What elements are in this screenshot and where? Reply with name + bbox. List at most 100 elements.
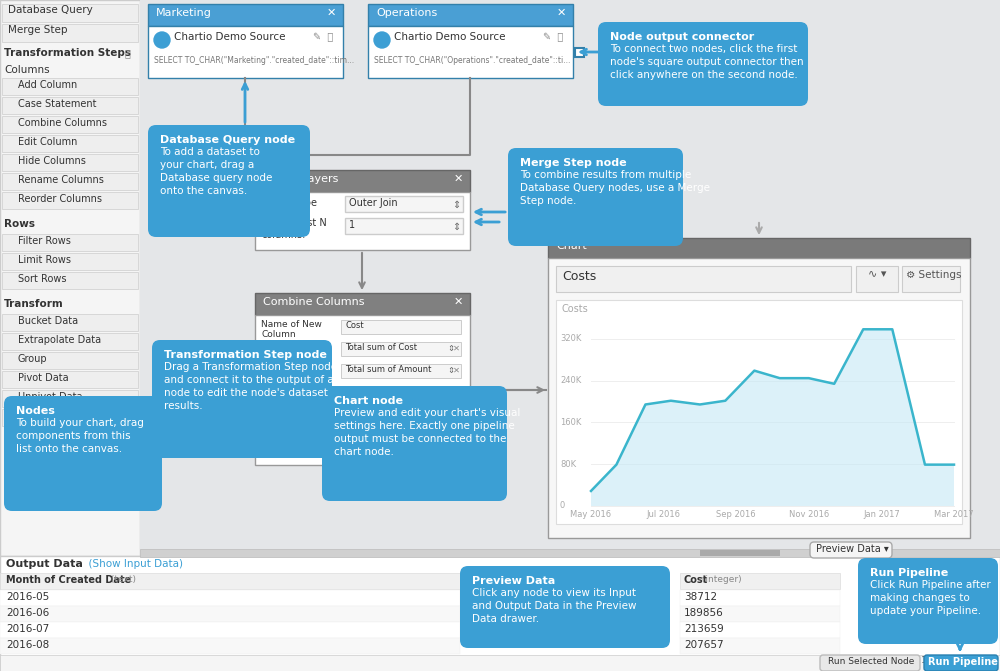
Bar [0, 573, 460, 589]
Bar [680, 638, 840, 654]
Text: ⇕: ⇕ [448, 388, 454, 397]
Text: Name of New
Column: Name of New Column [261, 320, 322, 340]
Bar [341, 320, 461, 334]
Bar [255, 192, 470, 250]
Text: Data drawer.: Data drawer. [472, 614, 539, 624]
Text: ⓘ: ⓘ [125, 48, 131, 58]
Bar [140, 0, 1000, 556]
Text: ⇕: ⇕ [448, 410, 454, 419]
Text: Costs: Costs [562, 270, 596, 283]
FancyBboxPatch shape [810, 542, 892, 558]
Text: Run Pipeline: Run Pipeline [870, 568, 948, 578]
Bar [255, 293, 470, 315]
Bar [2, 234, 138, 251]
Text: Run Pipeline: Run Pipeline [928, 657, 998, 667]
Text: Select a column: Select a column [345, 387, 412, 396]
Text: SELECT TO_CHAR("Marketing"."created_date"::tim...: SELECT TO_CHAR("Marketing"."created_date… [154, 56, 354, 65]
Circle shape [374, 32, 390, 48]
FancyBboxPatch shape [924, 655, 998, 671]
Bar [2, 116, 138, 133]
Polygon shape [591, 329, 954, 506]
Text: Column: Column [261, 342, 296, 351]
Text: Node output connector: Node output connector [610, 32, 754, 42]
Text: output must be connected to the: output must be connected to the [334, 434, 506, 444]
Text: Hide Combined
Columns: Hide Combined Columns [261, 430, 331, 450]
Text: Limit Rows: Limit Rows [18, 255, 71, 265]
Text: Output Data: Output Data [6, 559, 83, 569]
Text: 320K: 320K [560, 334, 581, 344]
Bar [341, 386, 461, 400]
Bar [0, 606, 460, 622]
Text: results.: results. [164, 401, 203, 411]
Text: (Show Input Data): (Show Input Data) [82, 559, 183, 569]
Text: ☑: ☑ [345, 431, 352, 440]
Text: and Output Data in the Preview: and Output Data in the Preview [472, 601, 637, 611]
Text: To build your chart, drag: To build your chart, drag [16, 418, 144, 428]
Text: Nodes: Nodes [16, 406, 55, 416]
Text: Run Selected Node: Run Selected Node [828, 657, 914, 666]
Text: Addition: Addition [345, 409, 380, 418]
FancyBboxPatch shape [820, 655, 920, 671]
Text: Preview and edit your chart's visual: Preview and edit your chart's visual [334, 408, 520, 418]
Text: Edit Column: Edit Column [18, 137, 77, 147]
Bar [2, 154, 138, 171]
Text: May 2016: May 2016 [570, 510, 612, 519]
Text: SELECT TO_CHAR("Operations"."created_date"::ti...: SELECT TO_CHAR("Operations"."created_dat… [374, 56, 570, 65]
Bar [255, 315, 470, 465]
Text: ✕: ✕ [452, 344, 460, 353]
Text: To combine results from multiple: To combine results from multiple [520, 170, 691, 180]
Bar [680, 606, 840, 622]
Bar [556, 300, 962, 524]
Text: Rename Columns: Rename Columns [18, 175, 104, 185]
FancyBboxPatch shape [152, 340, 332, 458]
FancyBboxPatch shape [508, 148, 683, 246]
Bar [2, 135, 138, 152]
Text: Sep 2016: Sep 2016 [716, 510, 756, 519]
Text: Operations: Operations [376, 8, 437, 18]
Text: Mar 2017: Mar 2017 [934, 510, 974, 519]
Text: Preview Data: Preview Data [472, 576, 555, 586]
Text: ∿ ▾: ∿ ▾ [868, 269, 886, 279]
Text: Merge Layers: Merge Layers [263, 174, 338, 184]
Text: Jan 2017: Jan 2017 [863, 510, 900, 519]
Bar [341, 364, 461, 378]
Text: Cost: Cost [345, 321, 364, 330]
Text: Click Run Pipeline after: Click Run Pipeline after [870, 580, 991, 590]
Text: Drag a Transformation Step node: Drag a Transformation Step node [164, 362, 337, 372]
Text: 207657: 207657 [684, 640, 724, 650]
Bar [856, 266, 898, 292]
Text: ⇕: ⇕ [448, 344, 454, 353]
Text: node's square output connector then: node's square output connector then [610, 57, 804, 67]
Bar [140, 549, 1000, 557]
Text: Database Query node: Database Query node [160, 135, 295, 145]
FancyBboxPatch shape [4, 396, 162, 511]
Bar [341, 342, 461, 356]
Bar [255, 170, 470, 192]
Text: (integer): (integer) [699, 575, 742, 584]
Text: Zero Fill Data: Zero Fill Data [18, 411, 83, 421]
Bar [2, 352, 138, 369]
Text: Preview Data ▾: Preview Data ▾ [816, 544, 889, 554]
Text: Combine by: Combine by [261, 408, 315, 417]
Bar [680, 573, 840, 589]
Text: 1: 1 [349, 220, 355, 230]
Bar [345, 218, 463, 234]
Text: node to edit the node's dataset: node to edit the node's dataset [164, 388, 328, 398]
Text: Merge Step: Merge Step [8, 25, 68, 35]
Text: 2016-07: 2016-07 [6, 624, 49, 634]
Text: Hide Columns: Hide Columns [18, 156, 86, 166]
Text: Total sum of Cost: Total sum of Cost [345, 343, 417, 352]
Bar [902, 266, 960, 292]
Text: ✎  ⧉: ✎ ⧉ [543, 32, 563, 42]
Bar [0, 556, 1000, 671]
Text: ✕: ✕ [453, 297, 463, 307]
Text: Click any node to view its Input: Click any node to view its Input [472, 588, 636, 598]
Bar [368, 4, 573, 26]
Text: Database query node: Database query node [160, 173, 272, 183]
Bar [368, 26, 573, 78]
FancyBboxPatch shape [598, 22, 808, 106]
Text: Outer Join: Outer Join [349, 198, 398, 208]
Text: components from this: components from this [16, 431, 131, 441]
Text: Merge Step node: Merge Step node [520, 158, 627, 168]
Bar [2, 4, 138, 22]
